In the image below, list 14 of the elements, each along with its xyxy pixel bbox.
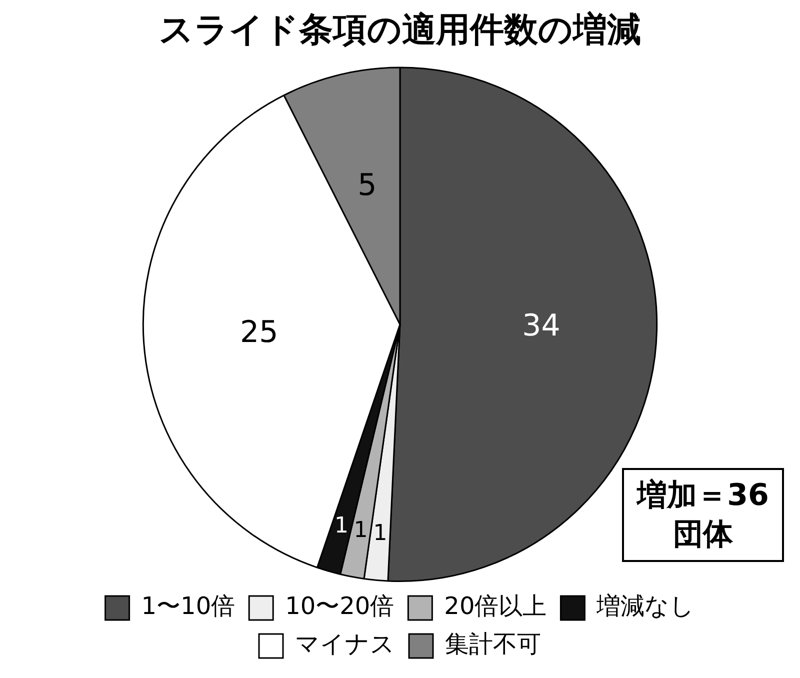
legend-label: 集計不可 xyxy=(445,630,541,658)
legend-label: 10〜20倍 xyxy=(285,592,394,620)
legend-label: マイナス xyxy=(295,630,395,658)
legend-label: 増減なし xyxy=(596,592,695,620)
chart-title: スライド条項の適用件数の増減 xyxy=(159,10,641,50)
data-label: 1 xyxy=(373,520,388,546)
data-label: 25 xyxy=(240,315,278,350)
data-label: 1 xyxy=(334,513,349,538)
data-label: 34 xyxy=(522,308,560,344)
text: 増加＝36団体 xyxy=(622,468,784,562)
legend-label: 1〜10倍 xyxy=(141,592,236,620)
legend-label: 20倍以上 xyxy=(444,592,547,620)
data-label: 5 xyxy=(358,168,377,203)
data-label: 1 xyxy=(354,518,368,544)
